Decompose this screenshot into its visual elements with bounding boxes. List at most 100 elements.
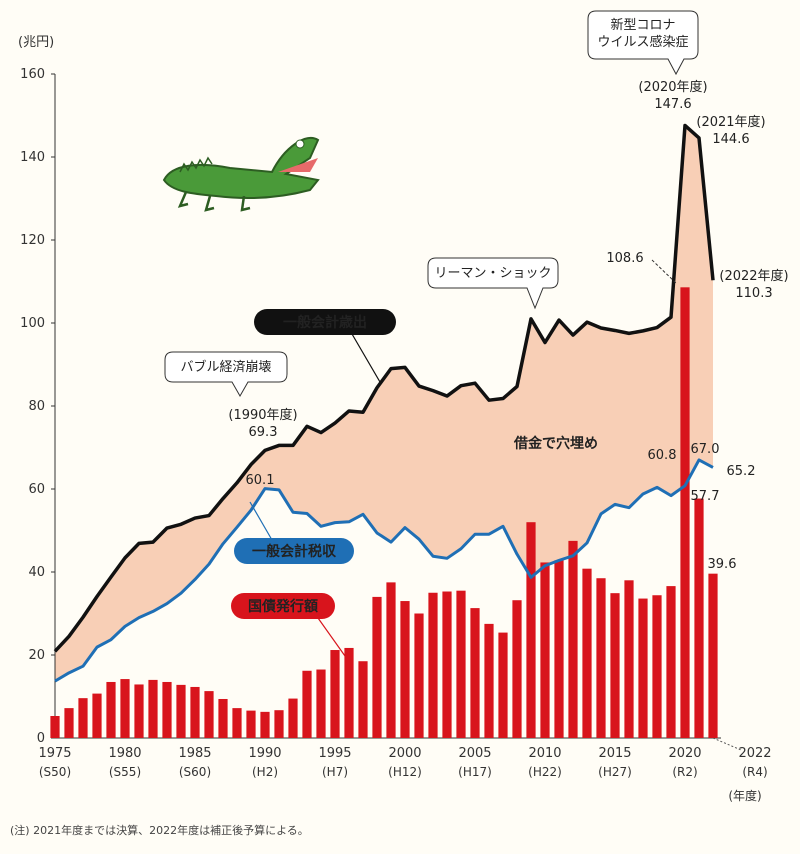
y-tick-label-80: 80: [28, 399, 45, 414]
tax-line: [54, 458, 714, 683]
bond-bar-1989: [246, 710, 256, 738]
x-tick-era-2010: (H22): [528, 765, 562, 779]
spending-series-badge: [254, 309, 396, 335]
bond-bar-1981: [134, 684, 144, 738]
tax-series-label: 一般会計税収: [252, 543, 337, 560]
bond-bar-1997: [358, 661, 368, 738]
y-tick-label-0: 0: [37, 731, 45, 746]
x-tick-era-2000: (H12): [388, 765, 422, 779]
bond-bar-1992: [288, 698, 298, 738]
bond-bar-2006: [484, 623, 494, 738]
bond-bar-2005: [470, 608, 480, 738]
label-2021-tax: 67.0: [691, 442, 720, 457]
bond-bar-2001: [414, 613, 424, 738]
bond-bar-1980: [120, 679, 130, 738]
bond-bar-1975: [50, 716, 60, 738]
x-tick-label-2005: 2005: [458, 746, 491, 761]
bond-bar-1983: [162, 681, 172, 738]
bond-bar-2019: [666, 586, 676, 738]
bond-bar-1982: [148, 679, 158, 738]
x-tick-label-2022: 2022: [738, 746, 771, 761]
tax-series-leader: [249, 501, 273, 541]
label-2020-spend-line-1: 147.6: [654, 97, 691, 112]
x-tick-era-2020: (R2): [672, 765, 697, 779]
crocodile-mouth: [278, 158, 318, 172]
bond-bar-2003: [442, 591, 452, 738]
bond-bar-1998: [372, 596, 382, 738]
crocodile-illustration: [162, 137, 320, 212]
bond-bar-1986: [204, 691, 214, 738]
bond-bar-2016: [624, 580, 634, 738]
spending-series-label: 一般会計歳出: [283, 314, 367, 331]
bond-bar-1999: [386, 582, 396, 738]
crocodile-spikes: [179, 156, 213, 173]
bond-bar-1977: [78, 698, 88, 738]
bond-bar-2020: [680, 287, 690, 738]
bond-bar-1988: [232, 708, 242, 738]
label-2022-tax: 65.2: [727, 464, 756, 479]
bond-bar-1993: [302, 670, 312, 738]
bond-bar-1994: [316, 669, 326, 738]
x-tick-era-1975: (S50): [39, 765, 71, 779]
lehman-callout-line-0: リーマン・ショック: [434, 266, 551, 281]
x-tick-label-2020: 2020: [668, 746, 701, 761]
x-tick-era-1985: (S60): [179, 765, 211, 779]
spending-series-leader: [351, 333, 381, 383]
crocodile-legs: [177, 191, 251, 212]
bond-bar-2018: [652, 595, 662, 738]
x-tick-label-2015: 2015: [598, 746, 631, 761]
bond-bar-2004: [456, 590, 466, 738]
x-tick-era-2005: (H17): [458, 765, 492, 779]
label-2022-spend-line-1: 110.3: [735, 286, 772, 301]
label-2020-spend-line-0: (2020年度): [638, 79, 707, 95]
bond-bar-1976: [64, 708, 74, 738]
x-tick-label-1985: 1985: [178, 746, 211, 761]
bond-bar-2002: [428, 592, 438, 738]
bond-bar-1991: [274, 710, 284, 738]
x-tick-label-2000: 2000: [388, 746, 421, 761]
tax-series-badge: [234, 538, 354, 564]
x-tick-era-1990: (H2): [252, 765, 278, 779]
crocodile-eye: [295, 139, 305, 149]
bond-bar-2010: [540, 562, 550, 738]
covid-callout-line-1: ウイルス感染症: [597, 34, 688, 50]
bond-bar-2017: [638, 598, 648, 738]
lehman-callout-box: [427, 257, 559, 310]
x-tick-label-1990: 1990: [248, 746, 281, 761]
gap-area: [55, 125, 713, 682]
bond-bar-2011: [554, 560, 564, 738]
bond-series-badge: [231, 593, 335, 619]
y-tick-label-20: 20: [28, 648, 45, 663]
bond-bar-2000: [400, 601, 410, 738]
bond-bar-1996: [344, 647, 354, 738]
bond-bar-2012: [568, 540, 578, 738]
x-tick-label-1980: 1980: [108, 746, 141, 761]
bond-bar-1978: [92, 693, 102, 738]
bond-bar-2007: [498, 632, 508, 738]
x-unit-label: (年度): [728, 788, 761, 803]
x-tick-era-1995: (H7): [322, 765, 348, 779]
bond-bar-2022: [708, 573, 718, 738]
label-2021-spend-line-1: 144.6: [712, 132, 749, 147]
bond-bar-1979: [106, 681, 116, 738]
bond-bar-2014: [596, 578, 606, 738]
gap-area-label: 借金で穴埋め: [513, 435, 598, 452]
y-tick-label-160: 160: [20, 67, 45, 82]
label-1990-spend-line-0: (1990年度): [228, 407, 297, 423]
bond-bar-2021: [694, 498, 704, 738]
bond-bar-2013: [582, 568, 592, 738]
label-2020-tax: 60.8: [648, 448, 677, 463]
bond-bar-2009: [526, 522, 536, 738]
y-tick-label-40: 40: [28, 565, 45, 580]
bond-series-leader: [317, 617, 346, 657]
label-1990-spend-line-1: 69.3: [249, 425, 278, 440]
bond-bar-1990: [260, 711, 270, 738]
label-2020-bond-leader: [651, 259, 677, 284]
bond-bar-1985: [190, 686, 200, 738]
bond-bar-1984: [176, 684, 186, 738]
label-2020-bond: 108.6: [606, 251, 643, 266]
spending-line: [53, 123, 715, 653]
covid-callout-box: [587, 10, 699, 76]
